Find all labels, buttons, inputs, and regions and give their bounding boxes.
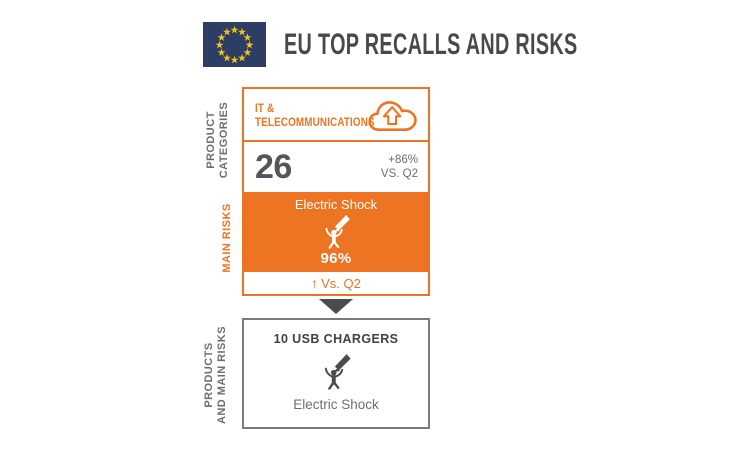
- eu-flag: [203, 22, 266, 67]
- trend-strip: ↑ Vs. Q2: [244, 272, 428, 294]
- label-main-risks-text: MAIN RISKS: [221, 203, 233, 273]
- recall-count: 26: [255, 147, 292, 186]
- label-products-and-main-risks: PRODUCTS AND MAIN RISKS: [203, 315, 231, 435]
- page-title: EU TOP RECALLS AND RISKS: [284, 28, 578, 61]
- label-product-categories-line2: CATEGORIES: [218, 101, 230, 179]
- cloud-upload-icon: [367, 96, 419, 134]
- electric-shock-icon: [318, 352, 354, 391]
- label-product-categories-line1: PRODUCT: [205, 111, 217, 169]
- recall-change: +86% VS. Q2: [381, 153, 418, 181]
- category-name: IT & TELECOMMUNICATIONS: [255, 100, 375, 129]
- category-name-line2: TELECOMMUNICATIONS: [255, 114, 375, 129]
- label-products-line2: AND MAIN RISKS: [216, 326, 228, 424]
- label-products-line1: PRODUCTS: [203, 342, 215, 408]
- recall-change-percent: +86%: [388, 154, 418, 166]
- trend-label: Vs. Q2: [321, 276, 361, 291]
- category-card: IT & TELECOMMUNICATIONS 26 +86% VS. Q2 E…: [242, 87, 430, 296]
- label-main-risks: MAIN RISKS: [221, 198, 235, 278]
- category-stats: 26 +86% VS. Q2: [244, 142, 428, 192]
- trend-text: ↑ Vs. Q2: [311, 275, 361, 291]
- product-title: 10 USB CHARGERS: [273, 332, 399, 346]
- product-card: 10 USB CHARGERS Electric Shock: [242, 318, 430, 429]
- label-product-categories: PRODUCT CATEGORIES: [205, 85, 233, 195]
- recall-change-period: VS. Q2: [380, 168, 418, 180]
- product-risk-name: Electric Shock: [293, 397, 379, 412]
- category-name-line1: IT &: [255, 100, 275, 115]
- electric-shock-icon: [319, 213, 353, 250]
- risk-name: Electric Shock: [294, 197, 378, 212]
- down-triangle-connector-icon: [319, 299, 353, 314]
- main-risk-panel: Electric Shock 96%: [244, 192, 428, 272]
- category-header: IT & TELECOMMUNICATIONS: [244, 89, 428, 142]
- up-arrow-icon: ↑: [311, 275, 319, 291]
- risk-percent: 96%: [320, 250, 352, 267]
